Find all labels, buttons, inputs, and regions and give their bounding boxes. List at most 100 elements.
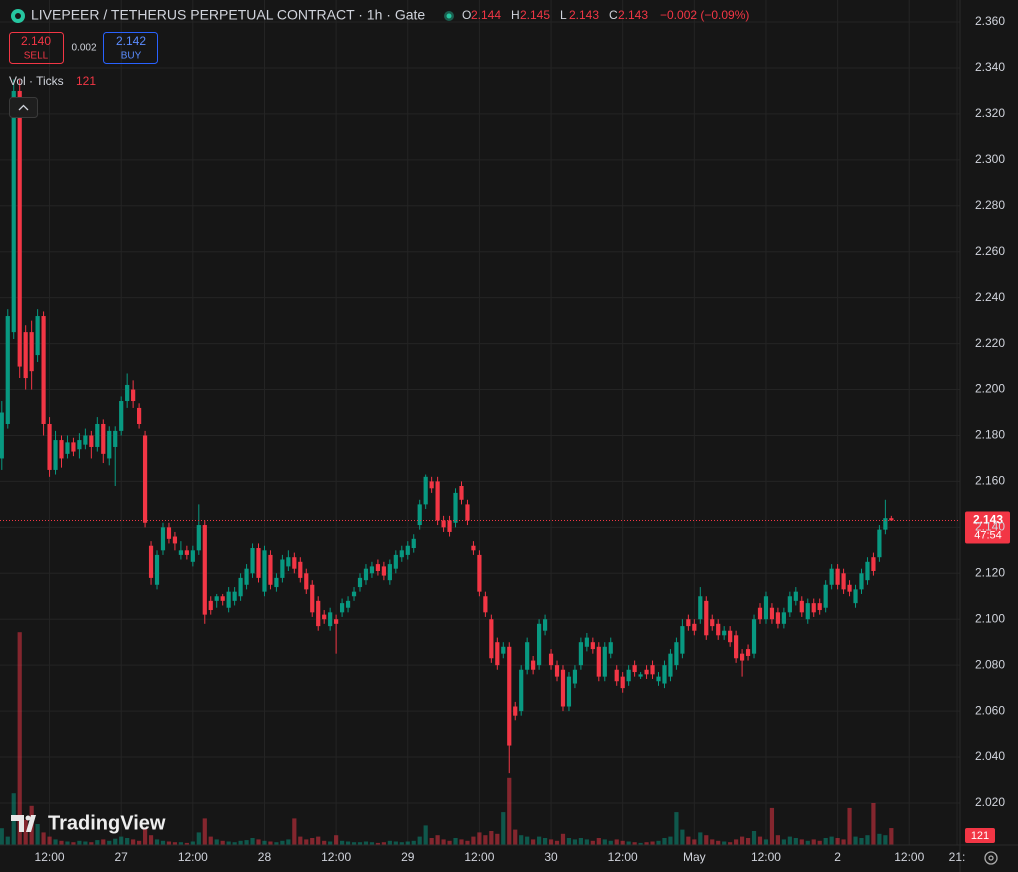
volume-bar	[142, 828, 148, 845]
volume-bar	[465, 840, 470, 845]
candle-body	[829, 568, 834, 585]
volume-bar	[877, 833, 882, 845]
volume-bar	[596, 838, 601, 845]
candle-body	[447, 520, 452, 532]
volume-bar	[889, 828, 894, 845]
x-tick-label: 2	[834, 850, 841, 864]
candle-body	[232, 591, 237, 601]
ohlc-label: H	[511, 8, 520, 22]
y-tick-label: 2.020	[975, 795, 1005, 809]
volume-bar	[435, 835, 440, 845]
symbol-title[interactable]: LIVEPEER / TETHERUS PERPETUAL CONTRACT ·…	[31, 7, 425, 23]
x-tick-label: 30	[544, 850, 558, 864]
watermark-icon	[25, 815, 31, 821]
volume-bar	[137, 840, 142, 845]
x-tick-label: 29	[401, 850, 415, 864]
settings-icon[interactable]	[984, 851, 998, 865]
candle-body	[775, 612, 781, 624]
volume-badge	[965, 828, 995, 843]
x-tick-label: May	[683, 850, 706, 864]
candle-body	[638, 674, 643, 677]
candle-body	[387, 564, 392, 581]
buy-button[interactable]	[103, 32, 158, 64]
volume-bar	[77, 840, 82, 845]
candle-body	[686, 619, 691, 627]
volume-bar	[256, 839, 261, 845]
volume-bar	[751, 831, 757, 845]
volume-bar	[334, 835, 339, 845]
volume-bar	[805, 840, 810, 845]
candle-body	[853, 589, 858, 604]
volume-bar	[704, 835, 709, 845]
volume-bar	[154, 839, 160, 845]
candle-body	[298, 561, 303, 578]
volume-bar	[495, 833, 500, 845]
candle-body	[793, 591, 798, 601]
volume-bar	[668, 836, 673, 845]
volume-bar	[853, 836, 858, 845]
volume-bar	[59, 840, 64, 845]
candle-body	[113, 430, 118, 447]
volume-bar	[71, 842, 76, 845]
candle-body	[656, 676, 661, 682]
candle-body	[35, 316, 40, 356]
candle-body	[674, 642, 679, 666]
x-tick-label: 12:00	[464, 850, 494, 864]
x-tick-label: 12:00	[35, 850, 65, 864]
volume-bar	[787, 836, 792, 845]
candle-body	[877, 529, 882, 558]
candle-body	[548, 653, 554, 666]
volume-bar	[519, 835, 524, 845]
volume-bar	[477, 832, 482, 845]
candle-body	[71, 442, 76, 452]
volume-bar	[447, 840, 452, 845]
candle-body	[811, 603, 816, 613]
volume-bar	[531, 839, 536, 845]
candle-body	[0, 412, 4, 459]
volume-bar	[274, 842, 279, 845]
volume-bar	[0, 828, 4, 845]
y-tick-label: 2.060	[975, 703, 1005, 717]
candle-body	[489, 619, 494, 659]
volume-bar	[95, 840, 100, 845]
candle-body	[405, 545, 410, 555]
volume-bar	[626, 841, 631, 845]
candle-body	[244, 568, 249, 585]
volume-bar	[172, 842, 178, 845]
volume-bar	[399, 842, 404, 845]
x-tick-label: 28	[258, 850, 272, 864]
candle-body	[859, 573, 864, 590]
volume-bar	[584, 839, 589, 845]
volume-bar	[459, 839, 464, 845]
volume-bar	[160, 840, 166, 845]
candle-body	[799, 600, 804, 613]
volume-bar	[220, 840, 225, 845]
volume-bar	[847, 807, 852, 845]
y-tick-label: 2.200	[975, 382, 1005, 396]
candle-body	[883, 518, 888, 530]
candle-body	[95, 423, 100, 447]
candle-body	[650, 665, 655, 675]
volume-bar	[674, 812, 679, 845]
candle-body	[339, 603, 345, 613]
candle-body	[435, 481, 440, 521]
candle-body	[596, 646, 601, 677]
candle-body	[148, 545, 154, 578]
volume-bar	[453, 838, 458, 845]
candle-body	[178, 550, 183, 555]
volume-bar	[148, 835, 154, 845]
volume-bar	[829, 836, 834, 845]
sell-button[interactable]	[9, 32, 64, 64]
candle-body	[65, 442, 70, 454]
candle-body	[739, 653, 745, 661]
candle-body	[841, 573, 846, 590]
collapse-button[interactable]	[9, 97, 38, 118]
volume-bar	[537, 836, 542, 845]
candle-body	[423, 476, 428, 505]
candle-body	[531, 660, 536, 670]
volume-bar	[238, 840, 243, 845]
candle-body	[107, 430, 112, 459]
candle-body	[566, 676, 572, 707]
candle-body	[274, 577, 279, 588]
candle-body	[250, 548, 255, 574]
